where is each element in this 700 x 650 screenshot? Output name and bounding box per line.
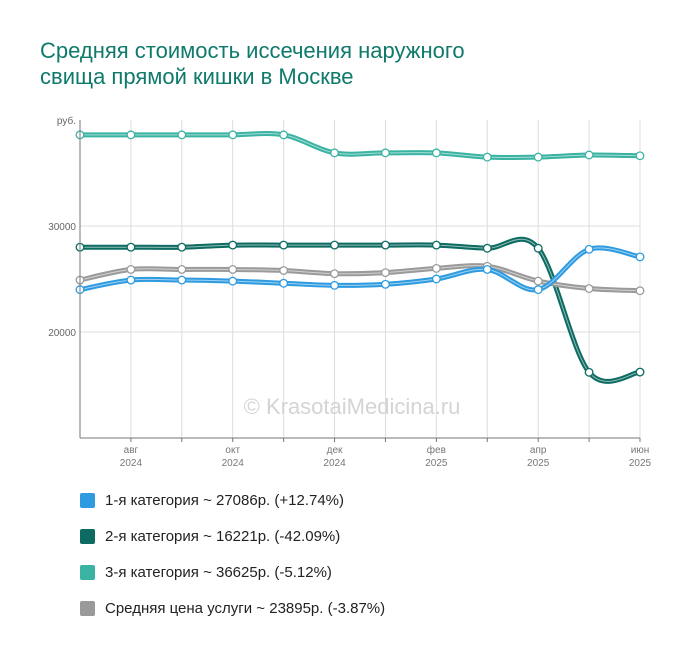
data-point xyxy=(177,265,187,274)
data-point xyxy=(279,240,289,250)
y-tick-label: 30000 xyxy=(48,222,76,233)
data-point xyxy=(635,151,645,161)
data-point xyxy=(584,150,594,160)
legend-item[interactable]: 2-я категория ~ 16221р. (-42.09%) xyxy=(80,524,385,548)
legend-item[interactable]: 3-я категория ~ 36625р. (-5.12%) xyxy=(80,560,385,584)
data-point xyxy=(177,130,187,140)
data-point xyxy=(381,279,390,289)
data-point xyxy=(533,285,543,295)
series-lines xyxy=(77,131,643,384)
legend-swatch xyxy=(80,564,95,580)
data-point xyxy=(228,276,238,286)
data-point xyxy=(635,286,645,296)
line-chart: © KrasotaiMedicina.ru руб. 20000 30000 авг 2… xyxy=(48,115,651,469)
chart-title-line-1: Средняя стоимость иссечения наружного xyxy=(40,38,465,63)
data-point xyxy=(533,243,543,253)
watermark: © KrasotaiMedicina.ru xyxy=(244,394,461,419)
data-point xyxy=(584,244,594,254)
data-point xyxy=(635,367,645,377)
data-point xyxy=(533,152,543,162)
data-point xyxy=(279,278,289,288)
data-point xyxy=(126,242,136,252)
data-point xyxy=(584,284,594,293)
series-line xyxy=(77,236,643,384)
data-point xyxy=(177,275,187,285)
series-points xyxy=(75,130,645,377)
legend-label: 3-я категория ~ 36625р. (-5.12%) xyxy=(105,563,332,581)
data-point xyxy=(381,240,390,250)
data-point xyxy=(482,152,492,162)
data-point xyxy=(279,130,289,140)
x-tick-label-year: 2024 xyxy=(323,458,346,469)
chart-axes: руб. 20000 30000 авг 2024 окт 2024 дек 2024 фев 20… xyxy=(48,115,651,469)
legend-label: Средняя цена услуги ~ 23895р. (-3.87%) xyxy=(105,599,386,617)
data-point xyxy=(533,276,543,286)
x-tick-label-year: 2024 xyxy=(120,458,143,469)
data-point xyxy=(228,265,238,274)
data-point xyxy=(228,240,238,250)
data-point xyxy=(330,280,339,290)
data-point xyxy=(431,263,441,273)
x-tick-label-year: 2025 xyxy=(527,458,550,469)
data-point xyxy=(177,242,187,252)
data-point xyxy=(482,265,492,274)
legend-swatch xyxy=(80,600,95,616)
data-point xyxy=(126,265,136,274)
x-tick-label: фев xyxy=(427,444,446,456)
data-point xyxy=(330,240,339,250)
data-point xyxy=(431,240,441,250)
data-point xyxy=(431,148,441,158)
x-tick-label: авг xyxy=(124,445,139,456)
chart-title: Средняя стоимость иссечения наружного св… xyxy=(40,38,640,90)
legend-item[interactable]: 1-я категория ~ 27086р. (+12.74%) xyxy=(80,488,385,512)
data-point xyxy=(330,269,339,279)
data-point xyxy=(381,268,390,278)
chart-legend: 1-я категория ~ 27086р. (+12.74%) 2-я ка… xyxy=(80,488,385,632)
data-point xyxy=(482,243,492,253)
x-tick-label: апр xyxy=(530,445,547,456)
chart-title-line-2: свища прямой кишки в Москве xyxy=(40,64,354,89)
legend-swatch xyxy=(80,492,95,508)
x-tick-label-year: 2025 xyxy=(425,458,448,469)
legend-item[interactable]: Средняя цена услуги ~ 23895р. (-3.87%) xyxy=(80,596,385,620)
x-tick-label: дек xyxy=(327,445,343,456)
legend-label: 1-я категория ~ 27086р. (+12.74%) xyxy=(105,491,345,509)
data-point xyxy=(279,266,289,275)
data-point xyxy=(584,367,594,377)
x-tick-label: окт xyxy=(225,445,240,456)
data-point xyxy=(381,148,390,158)
data-point xyxy=(126,275,136,285)
data-point xyxy=(431,274,441,284)
x-tick-label-year: 2025 xyxy=(629,458,652,469)
data-point xyxy=(126,130,136,140)
data-point xyxy=(228,130,238,140)
legend-label: 2-я категория ~ 16221р. (-42.09%) xyxy=(105,527,341,545)
data-point xyxy=(330,148,339,158)
x-tick-label-year: 2024 xyxy=(222,458,245,469)
x-tick-label: июн xyxy=(631,445,650,456)
legend-swatch xyxy=(80,528,95,544)
y-tick-label: 20000 xyxy=(48,328,76,339)
series-line-highlight xyxy=(80,238,641,382)
y-axis-unit: руб. xyxy=(57,115,76,127)
data-point xyxy=(635,252,645,262)
